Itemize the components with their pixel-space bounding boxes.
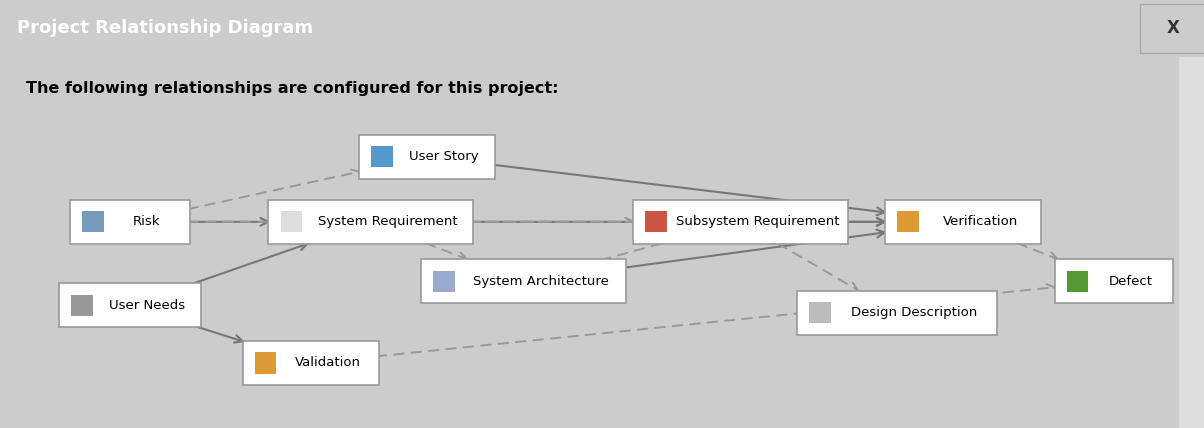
FancyBboxPatch shape: [1140, 4, 1204, 53]
FancyBboxPatch shape: [809, 302, 831, 324]
Text: Verification: Verification: [943, 215, 1017, 228]
Text: Subsystem Requirement: Subsystem Requirement: [675, 215, 839, 228]
Text: Project Relationship Diagram: Project Relationship Diagram: [17, 19, 313, 37]
FancyBboxPatch shape: [281, 211, 302, 232]
Text: User Story: User Story: [409, 150, 479, 163]
Text: User Needs: User Needs: [108, 299, 185, 312]
FancyBboxPatch shape: [268, 200, 473, 244]
FancyBboxPatch shape: [255, 352, 277, 374]
FancyBboxPatch shape: [359, 135, 496, 179]
FancyBboxPatch shape: [797, 291, 997, 335]
FancyBboxPatch shape: [645, 211, 667, 232]
Text: System Architecture: System Architecture: [473, 275, 608, 288]
FancyBboxPatch shape: [59, 283, 201, 327]
Text: Defect: Defect: [1109, 275, 1152, 288]
FancyBboxPatch shape: [70, 200, 190, 244]
FancyBboxPatch shape: [371, 146, 393, 167]
FancyBboxPatch shape: [433, 270, 455, 292]
FancyBboxPatch shape: [1067, 270, 1088, 292]
FancyBboxPatch shape: [633, 200, 848, 244]
Text: Design Description: Design Description: [851, 306, 976, 319]
FancyBboxPatch shape: [243, 341, 378, 385]
Text: The following relationships are configured for this project:: The following relationships are configur…: [26, 80, 559, 95]
Text: Risk: Risk: [134, 215, 160, 228]
Text: System Requirement: System Requirement: [318, 215, 458, 228]
FancyBboxPatch shape: [885, 200, 1041, 244]
FancyBboxPatch shape: [897, 211, 919, 232]
FancyBboxPatch shape: [82, 211, 104, 232]
FancyBboxPatch shape: [71, 295, 93, 316]
FancyBboxPatch shape: [1055, 259, 1173, 303]
FancyBboxPatch shape: [421, 259, 626, 303]
Text: X: X: [1167, 19, 1179, 37]
FancyBboxPatch shape: [1178, 56, 1204, 428]
Text: Validation: Validation: [295, 357, 360, 369]
